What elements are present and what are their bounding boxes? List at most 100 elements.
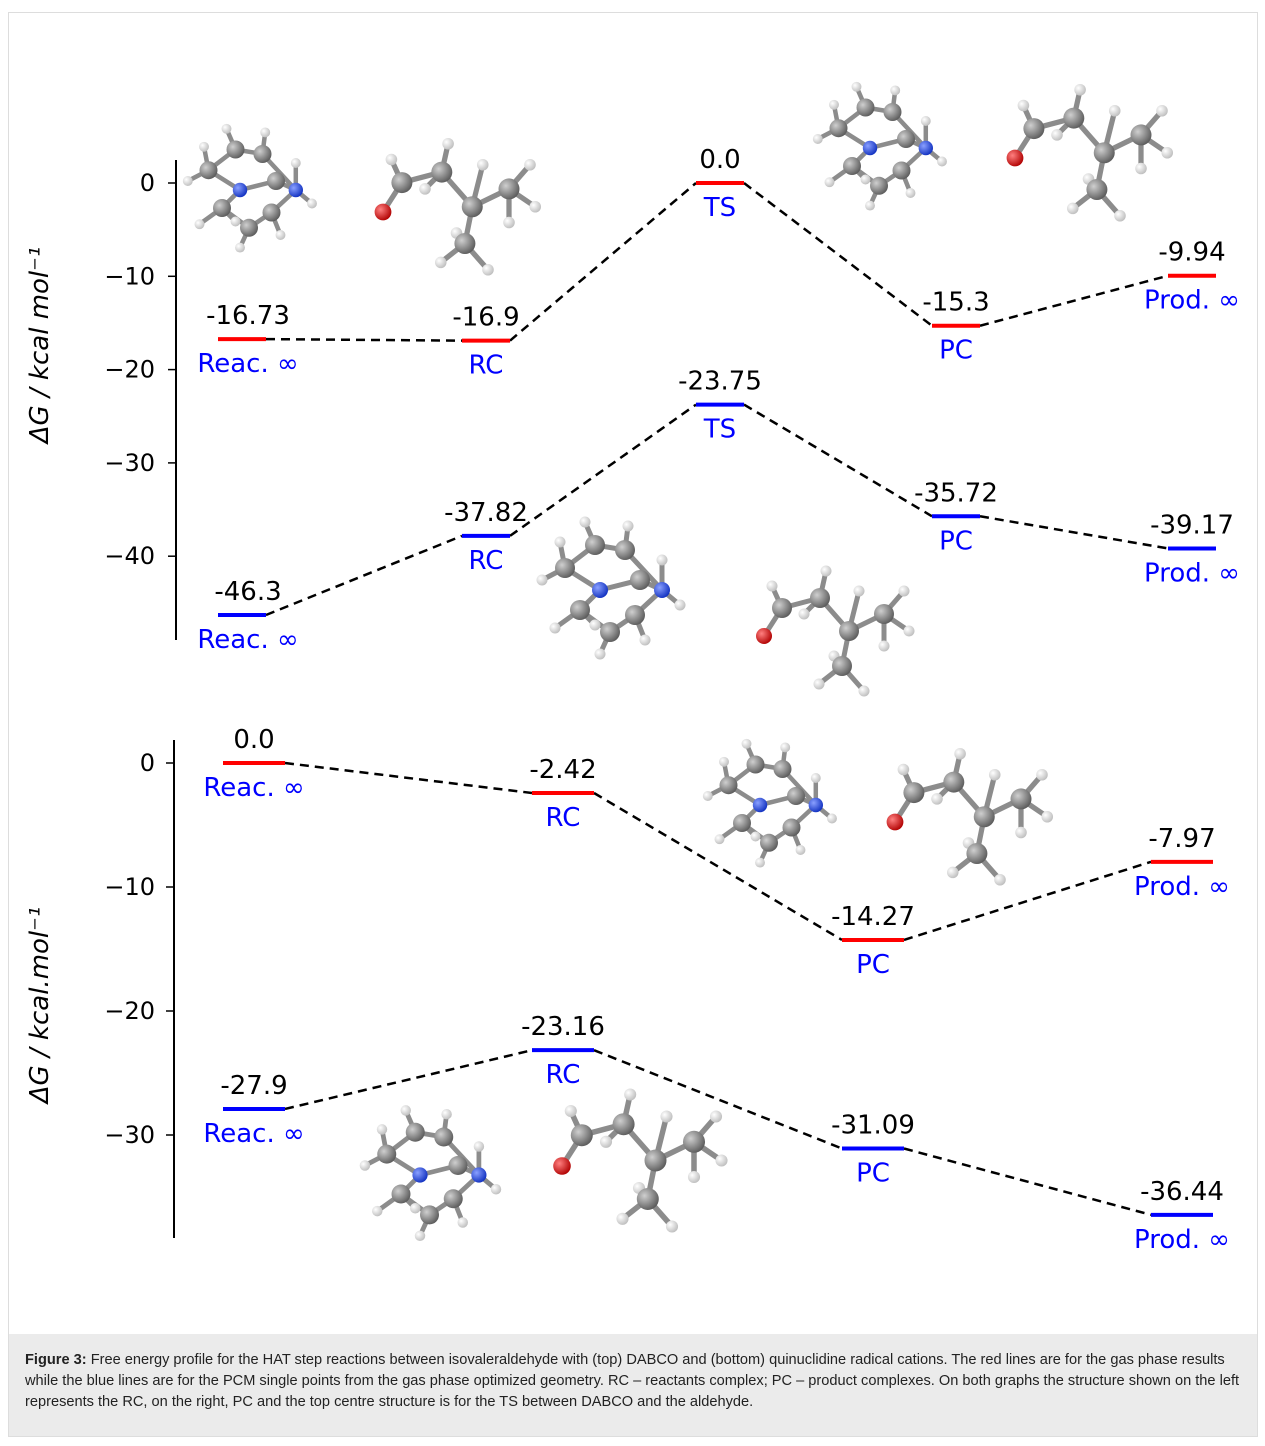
atom (1114, 209, 1126, 222)
atom (860, 174, 871, 185)
atom (625, 605, 645, 625)
y-tick-label: −10 (104, 873, 155, 901)
atom (674, 599, 686, 611)
atom (461, 196, 483, 218)
atom (473, 1141, 485, 1152)
atom (564, 1104, 577, 1118)
atom (454, 233, 476, 254)
atom (843, 157, 861, 175)
atom (589, 619, 601, 631)
atom (412, 1167, 428, 1183)
atom (820, 565, 832, 577)
atom (1017, 99, 1030, 112)
atom (966, 843, 988, 864)
atom (570, 1124, 593, 1147)
energy-value-label: -15.3 (922, 288, 989, 318)
atom (1135, 162, 1147, 175)
atom (1086, 179, 1108, 200)
atom (903, 782, 925, 804)
atom (600, 622, 620, 642)
atom (385, 153, 398, 166)
atom (719, 756, 729, 767)
top-panel-dabco: 0 −10 −20 −30 −40 ΔG / kcal mol⁻¹ -16.73 Reac. … (25, 145, 1240, 655)
atom (636, 1188, 659, 1210)
energy-value-label: -7.97 (1148, 824, 1215, 854)
atom (1108, 104, 1121, 117)
atom (954, 747, 966, 760)
state-label: PC (856, 950, 890, 980)
atom (275, 230, 286, 240)
atom (182, 176, 193, 186)
isovaleraldehyde-rc-structure (374, 137, 542, 276)
connector-line (903, 1147, 1152, 1217)
atom (434, 256, 447, 269)
atom (267, 172, 285, 190)
atom (400, 1105, 411, 1116)
energy-profile-figure: 0 −10 −20 −30 −40 ΔG / kcal mol⁻¹ -16.73 Reac. … (25, 81, 1240, 1255)
atom (1066, 202, 1079, 215)
energy-value-label: -39.17 (1150, 510, 1234, 540)
atom (644, 1149, 667, 1172)
atom (886, 813, 904, 831)
atom (812, 134, 823, 144)
connector-line (743, 403, 933, 518)
atom (240, 218, 258, 237)
atom (199, 161, 218, 180)
atom (405, 1122, 425, 1142)
atom (262, 203, 281, 222)
atom (288, 182, 303, 198)
atom (235, 242, 245, 253)
atom (441, 1108, 452, 1120)
energy-value-label: -46.3 (214, 577, 281, 607)
atom (755, 857, 765, 868)
energy-value-label: -14.27 (831, 902, 915, 932)
state-label: Prod. ∞ (1144, 286, 1240, 316)
atom (858, 685, 870, 697)
dabco-pc-structure (812, 81, 947, 211)
energy-value-label: -16.73 (206, 301, 290, 331)
state-label: Reac. ∞ (203, 773, 304, 803)
connector-line (509, 182, 697, 342)
atom (529, 200, 542, 213)
atom (1130, 124, 1152, 146)
energy-value-label: -16.9 (452, 303, 519, 333)
atom (253, 145, 272, 163)
connector-line (979, 274, 1169, 327)
state-label: TS (703, 415, 736, 445)
atom (448, 1156, 468, 1175)
atom (376, 1124, 388, 1135)
isovaleraldehyde-pc-structure (1006, 83, 1174, 222)
isovaleraldehyde-q-pc-structure (886, 747, 1054, 886)
atom (905, 188, 916, 198)
connector-line (979, 515, 1169, 550)
energy-value-label: -31.09 (831, 1111, 915, 1141)
atom (374, 203, 392, 221)
atom (943, 771, 965, 793)
atom (892, 161, 911, 180)
atom (443, 1189, 463, 1209)
atom (1161, 146, 1174, 159)
atom (639, 634, 651, 646)
connector-line (284, 761, 533, 795)
atom (585, 535, 605, 555)
state-label: PC (939, 526, 973, 556)
atom (702, 791, 713, 801)
atom (524, 158, 536, 171)
caption-text: Free energy profile for the HAT step rea… (25, 1352, 1240, 1410)
atom (1156, 104, 1168, 117)
energy-value-label: -23.75 (678, 367, 762, 397)
atom (359, 1160, 371, 1171)
atom (553, 1157, 571, 1175)
state-label: RC (546, 803, 581, 833)
atom (856, 98, 875, 117)
atom (622, 520, 634, 532)
atom (918, 140, 933, 156)
atom (391, 172, 413, 194)
atom (715, 1154, 728, 1167)
atom (897, 130, 915, 148)
atom (756, 628, 772, 644)
atom (994, 873, 1006, 886)
molecule-structures (182, 81, 1174, 1242)
state-label: Reac. ∞ (197, 349, 298, 379)
state-label: Reac. ∞ (203, 1119, 304, 1149)
